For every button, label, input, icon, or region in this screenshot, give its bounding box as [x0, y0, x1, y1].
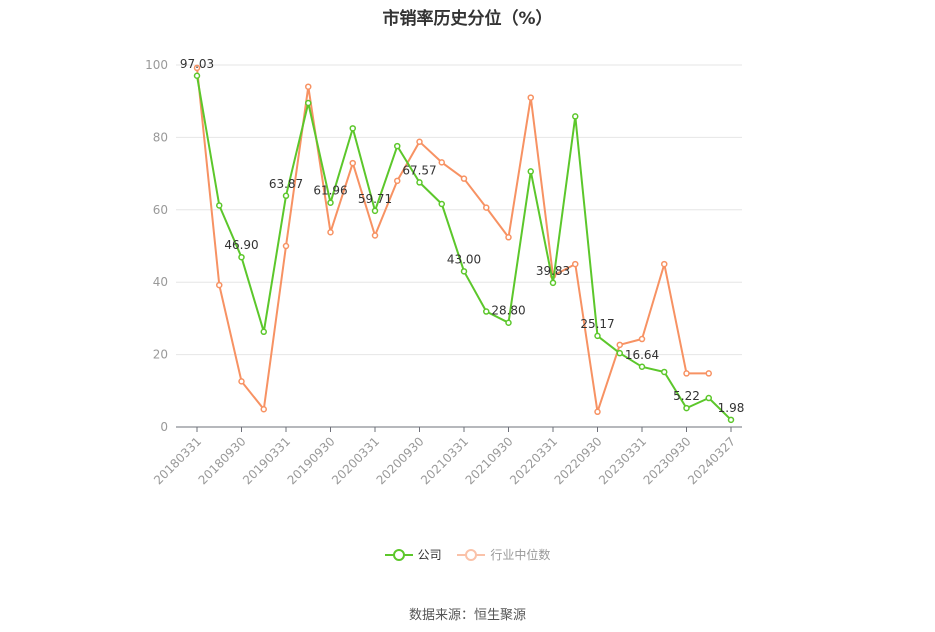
axes: 0204060801002018033120180930201903312019… [145, 58, 742, 487]
data-point-industry-median [238, 378, 245, 385]
data-point-industry-median [371, 232, 379, 239]
y-tick-label: 20 [153, 348, 168, 362]
data-point-industry-median [572, 260, 579, 268]
data-point-company [371, 207, 379, 215]
data-label: 46.90 [224, 238, 258, 252]
data-point-industry-median [683, 370, 690, 377]
data-point-industry-median [193, 64, 201, 72]
data-point-industry-median [305, 83, 312, 90]
series-line-industry-median [196, 67, 709, 413]
data-point-industry-median [394, 177, 401, 185]
data-labels: 97.03 46.90 63.87 61.96 59.71 67.57 43.00 28.80… [180, 57, 745, 415]
data-point-company [727, 416, 735, 424]
data-point-industry-median [216, 281, 223, 289]
data-point-company [594, 332, 601, 340]
data-point-company [549, 279, 557, 287]
data-label: 63.87 [269, 177, 303, 191]
data-point-company [349, 125, 356, 132]
data-point-company [416, 179, 423, 186]
data-point-industry-median [327, 228, 334, 236]
y-tick-label: 60 [153, 203, 168, 217]
series-line-company [196, 75, 732, 421]
data-point-industry-median [460, 175, 468, 182]
data-label: 28.80 [491, 304, 525, 318]
data-point-company [260, 328, 267, 336]
y-tick-label: 40 [153, 275, 168, 289]
y-tick-label: 80 [153, 130, 168, 144]
data-point-industry-median [616, 341, 623, 349]
data-label: 59.71 [358, 192, 392, 206]
legend-marker-industry-median [457, 548, 486, 562]
data-label: 16.64 [625, 348, 659, 362]
legend-label-industry-median: 行业中位数 [490, 548, 551, 562]
legend: 公司 行业中位数 [0, 546, 935, 565]
y-tick-label: 0 [160, 420, 168, 434]
data-point-company [527, 168, 534, 175]
data-point-industry-median [438, 159, 445, 166]
data-point-company [683, 404, 690, 412]
data-point-company [638, 363, 646, 371]
chart-title: 市销率历史分位（%） [382, 9, 553, 29]
data-point-company [483, 308, 490, 315]
data-point-industry-median [638, 335, 646, 343]
data-label: 1.98 [718, 401, 745, 415]
data-point-company [505, 319, 512, 326]
data-point-company [305, 99, 312, 107]
data-point-company [282, 192, 290, 200]
data-label: 97.03 [180, 57, 214, 71]
grid-lines [176, 64, 742, 356]
data-label: 39.83 [536, 264, 570, 278]
data-label: 61.96 [313, 184, 347, 198]
legend-marker-company [384, 548, 413, 562]
data-point-industry-median [594, 408, 601, 416]
data-label: 67.57 [402, 163, 436, 177]
line-chart: 0204060801002018033120180930201903312019… [145, 57, 745, 488]
data-point-company [572, 113, 579, 120]
data-label: 25.17 [580, 317, 614, 331]
legend-item-industry-median[interactable]: 行业中位数 [457, 546, 550, 563]
data-point-industry-median [260, 406, 267, 413]
data-point-industry-median [527, 94, 534, 101]
data-label: 5.22 [673, 389, 700, 403]
data-source: 数据来源：恒生聚源 [408, 608, 526, 623]
data-point-company [216, 202, 223, 209]
data-point-company [460, 268, 468, 275]
data-point-industry-median [705, 370, 712, 377]
data-point-company [193, 72, 201, 80]
legend-label-company: 公司 [417, 548, 442, 562]
series [193, 64, 735, 424]
data-point-industry-median [505, 234, 512, 241]
y-tick-label: 100 [145, 58, 168, 72]
data-point-company [238, 253, 245, 261]
data-point-company [661, 368, 668, 376]
data-point-company [327, 199, 334, 206]
legend-item-company[interactable]: 公司 [384, 546, 442, 563]
data-point-industry-median [661, 260, 668, 268]
data-point-company [394, 142, 401, 150]
data-point-industry-median [282, 242, 290, 250]
data-label: 43.00 [447, 252, 481, 266]
data-point-industry-median [483, 204, 490, 211]
data-point-industry-median [416, 138, 423, 145]
data-point-company [616, 349, 623, 357]
data-point-industry-median [349, 159, 356, 167]
data-point-company [705, 394, 712, 402]
data-point-company [438, 200, 445, 208]
x-tick-label: 20240327 [685, 434, 738, 487]
